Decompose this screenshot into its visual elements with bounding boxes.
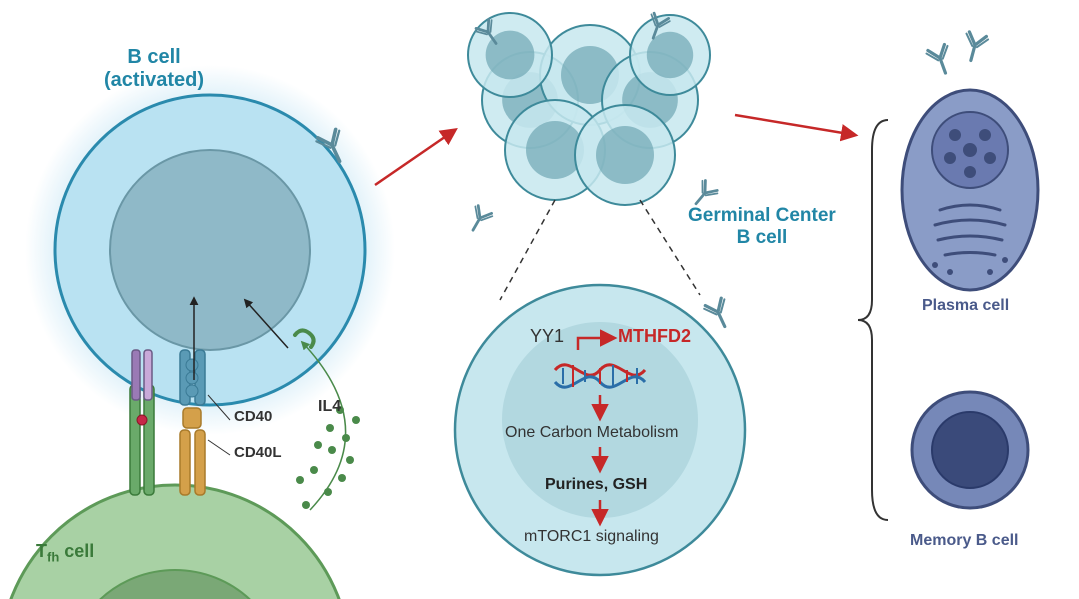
plasma-chromatin [944, 129, 996, 178]
gc-cluster [468, 13, 710, 205]
bcell-glow [25, 65, 395, 435]
plasma-cell-body [902, 90, 1038, 290]
label-mthfd2: MTHFD2 [618, 326, 691, 347]
plasma-cell-nucleus [932, 112, 1008, 188]
yy1-arrow [578, 338, 614, 350]
label-yy1: YY1 [530, 326, 564, 347]
tfh-nucleus [65, 570, 285, 599]
arrow-bcell-to-gc [375, 130, 455, 185]
il4-curve [302, 342, 346, 510]
receptor-group [130, 350, 230, 495]
plasma-dots [932, 257, 1008, 275]
memory-cell-body [912, 392, 1028, 508]
label-plasma: Plasma cell [922, 297, 1009, 315]
plasma-er [935, 205, 1005, 255]
antibodies [315, 12, 988, 331]
bcell-outer [55, 95, 365, 405]
label-memory: Memory B cell [910, 532, 1018, 550]
label-cd40l: CD40L [234, 444, 282, 461]
bcell-nucleus [110, 150, 310, 350]
label-cd40: CD40 [234, 408, 272, 425]
curly-brace [858, 120, 888, 520]
arrow-gc-to-out [735, 115, 855, 135]
signal-arrow-2 [245, 300, 288, 348]
il4-dots [296, 406, 360, 509]
label-gc-bcell: Germinal Center B cell [688, 205, 836, 249]
memory-cell-nucleus [932, 412, 1008, 488]
dashed-1 [500, 200, 555, 300]
label-bcell-activated: B cell (activated) [104, 46, 204, 92]
label-il4: IL4 [318, 398, 341, 416]
label-mtorc1: mTORC1 signaling [524, 528, 659, 546]
il4-receptor [295, 330, 314, 347]
label-tfh: Tfh cell [36, 520, 94, 565]
label-one-carbon: One Carbon Metabolism [505, 424, 678, 442]
dna-helix [555, 365, 645, 387]
label-purines: Purines, GSH [545, 476, 647, 494]
